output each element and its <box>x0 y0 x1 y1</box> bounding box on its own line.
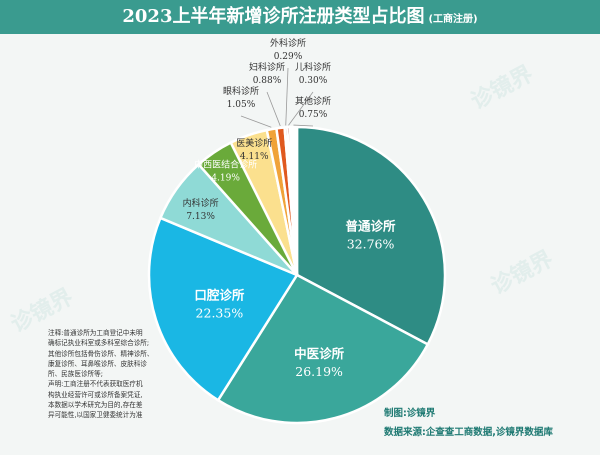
slice-value-label: 32.76% <box>347 237 395 252</box>
note-line: 确标记执业科室或多科室综合诊所; <box>48 339 150 348</box>
note-line: 构执业经营许可或诊所备案凭证, <box>48 390 143 399</box>
slice-value-label: 0.29% <box>274 52 303 62</box>
slice-label: 口腔诊所 <box>194 288 245 303</box>
slice-label: 儿科诊所 <box>295 61 331 73</box>
note-line: 声明:工商注册不代表获取医疗机 <box>48 380 143 389</box>
slice-label: 中西医结合诊所 <box>194 159 257 171</box>
credit-source: 数据来源:企查查工商数据,诊镜界数据库 <box>384 427 553 438</box>
slice-label: 妇科诊所 <box>249 61 285 73</box>
slice-value-label: 7.13% <box>186 212 215 222</box>
leader-line <box>293 124 314 127</box>
note-line: 注释:普通诊所为工商登记中未明 <box>48 329 143 337</box>
note-line: 本数据以学术研究为目的,存在差 <box>48 401 143 410</box>
slice-label: 眼科诊所 <box>223 85 259 97</box>
slice-label: 外科诊所 <box>270 37 306 49</box>
leader-line <box>288 91 314 126</box>
slice-value-label: 22.35% <box>196 306 244 321</box>
slice-value-label: 4.19% <box>211 174 240 184</box>
credit-maker: 制图:诊镜界 <box>384 408 436 419</box>
note-line: 康复诊所、耳鼻喉诊所、皮肤科诊 <box>48 359 147 368</box>
pie-slice <box>147 216 299 402</box>
slice-label: 普通诊所 <box>346 219 397 234</box>
slice-label: 其他诊所 <box>295 95 331 107</box>
pie-slice <box>295 125 447 347</box>
chart-title: 2023上半年新增诊所注册类型占比图 (工商注册) <box>0 0 600 34</box>
note-box: 注释:普通诊所为工商登记中未明 确标记执业科室或多科室综合诊所; 其他诊所包括骨… <box>48 328 174 421</box>
slice-value-label: 4.11% <box>240 152 269 162</box>
slice-label: 医美诊所 <box>236 137 272 149</box>
slice-label: 内科诊所 <box>183 197 219 209</box>
pie-chart: 普通诊所 32.76% 中医诊所 26.19% 口腔诊所 22.35% 内科诊所 7.13% 中… <box>147 37 447 425</box>
chart-title-main: 2023上半年新增诊所注册类型占比图 <box>122 6 425 27</box>
pie-slice <box>216 273 430 425</box>
slice-label: 中医诊所 <box>294 346 345 361</box>
leader-line <box>285 67 289 126</box>
slice-value-label: 26.19% <box>295 364 343 379</box>
slice-value-label: 0.88% <box>253 76 282 86</box>
slice-value-label: 1.05% <box>227 100 256 110</box>
pie-slice <box>288 125 299 276</box>
chart-title-sub: (工商注册) <box>428 14 478 25</box>
leader-line <box>240 115 272 128</box>
slice-value-label: 0.75% <box>299 110 328 120</box>
slice-value-label: 0.30% <box>299 76 328 86</box>
leader-line <box>266 91 281 127</box>
note-line: 异可能性,以国家卫健委统计为准 <box>48 411 143 420</box>
title-bar <box>0 0 600 34</box>
note-line: 所、民族医诊所等; <box>48 370 103 379</box>
note-line: 其他诊所包括骨伤诊所、精神诊所、 <box>48 349 154 358</box>
